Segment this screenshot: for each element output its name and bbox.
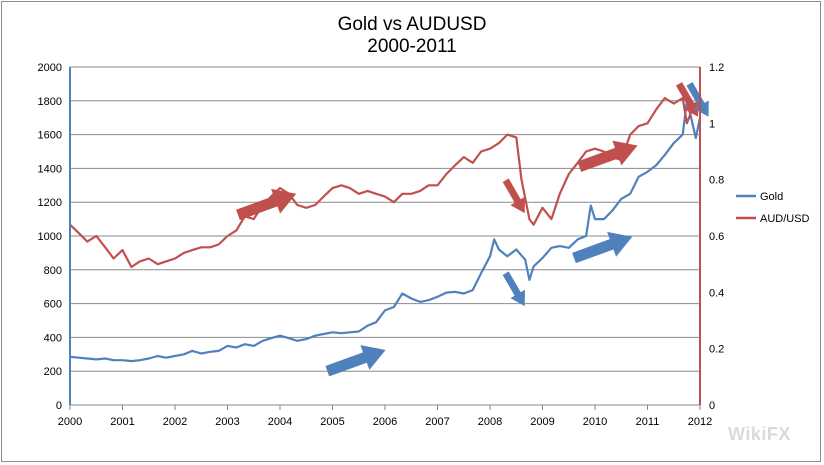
trend-arrow: [502, 271, 525, 307]
series-line-gold: [69, 99, 702, 363]
trend-arrow: [572, 231, 633, 264]
x-tick-label: 2009: [530, 416, 554, 428]
y-right-tick-label: 0: [709, 400, 715, 412]
y-left-tick-label: 2000: [38, 62, 62, 74]
y-right-tick-label: 0.8: [709, 175, 724, 187]
legend: Gold AUD/USD: [736, 191, 810, 225]
y-left-tick-label: 1000: [38, 231, 62, 243]
y-left-tick-label: 600: [44, 299, 62, 311]
y-right-tick-label: 1.2: [709, 62, 724, 74]
trend-arrow-shape: [686, 82, 709, 117]
trend-arrow-shape: [502, 271, 525, 307]
y-left-tick-label: 1400: [38, 163, 62, 175]
trend-arrow-shape: [572, 231, 633, 264]
legend-label-audusd: AUD/USD: [760, 213, 810, 225]
x-tick-label: 2000: [58, 416, 82, 428]
x-tick-label: 2010: [583, 416, 607, 428]
axes: 0 200 400 600 800 1000 1200 1400 1600 1800 2000 0 0.…: [38, 62, 725, 428]
trend-arrow: [325, 345, 386, 377]
chart-title-line2: 2000-2011: [367, 36, 457, 57]
chart-title-line1: Gold vs AUDUSD: [337, 14, 487, 35]
x-tick-label: 2005: [320, 416, 344, 428]
y-right-tick-label: 0.2: [709, 344, 724, 356]
trend-arrow: [675, 82, 699, 117]
trend-arrow-shape: [577, 140, 638, 172]
y-right-tick-label: 0.4: [709, 287, 724, 299]
x-tick-label: 2012: [688, 416, 712, 428]
y-right-tick-label: 1: [709, 118, 715, 130]
y-left-tick-label: 800: [44, 265, 62, 277]
trend-arrow-shape: [325, 345, 386, 377]
x-tick-label: 2006: [373, 416, 397, 428]
trend-arrow-shape: [236, 188, 297, 221]
x-tick-label: 2002: [163, 416, 187, 428]
trend-arrow: [236, 188, 297, 221]
legend-label-gold: Gold: [760, 191, 783, 203]
y-left-tick-label: 0: [56, 400, 62, 412]
x-tick-label: 2007: [425, 416, 449, 428]
series-lines: [69, 96, 702, 363]
trend-arrow: [577, 140, 638, 172]
y-left-tick-label: 1800: [38, 96, 62, 108]
y-left-tick-label: 200: [44, 366, 62, 378]
x-tick-label: 2008: [478, 416, 502, 428]
watermark-text: WikiFX: [728, 424, 791, 444]
trend-arrow-shape: [675, 82, 699, 117]
trend-arrow: [686, 82, 709, 117]
x-tick-label: 2004: [268, 416, 292, 428]
trend-arrows: [236, 82, 709, 377]
series-line-audusd: [69, 96, 701, 269]
y-left-tick-label: 1600: [38, 130, 62, 142]
x-tick-label: 2011: [636, 416, 660, 428]
y-left-tick-label: 400: [44, 332, 62, 344]
chart-title: Gold vs AUDUSD 2000-2011: [0, 14, 824, 58]
y-left-tick-label: 1200: [38, 197, 62, 209]
trend-arrow-shape: [502, 178, 525, 214]
gridlines: [70, 66, 700, 406]
trend-arrow: [502, 178, 525, 214]
x-tick-label: 2003: [215, 416, 239, 428]
x-tick-label: 2001: [110, 416, 134, 428]
y-right-tick-label: 0.6: [709, 231, 724, 243]
